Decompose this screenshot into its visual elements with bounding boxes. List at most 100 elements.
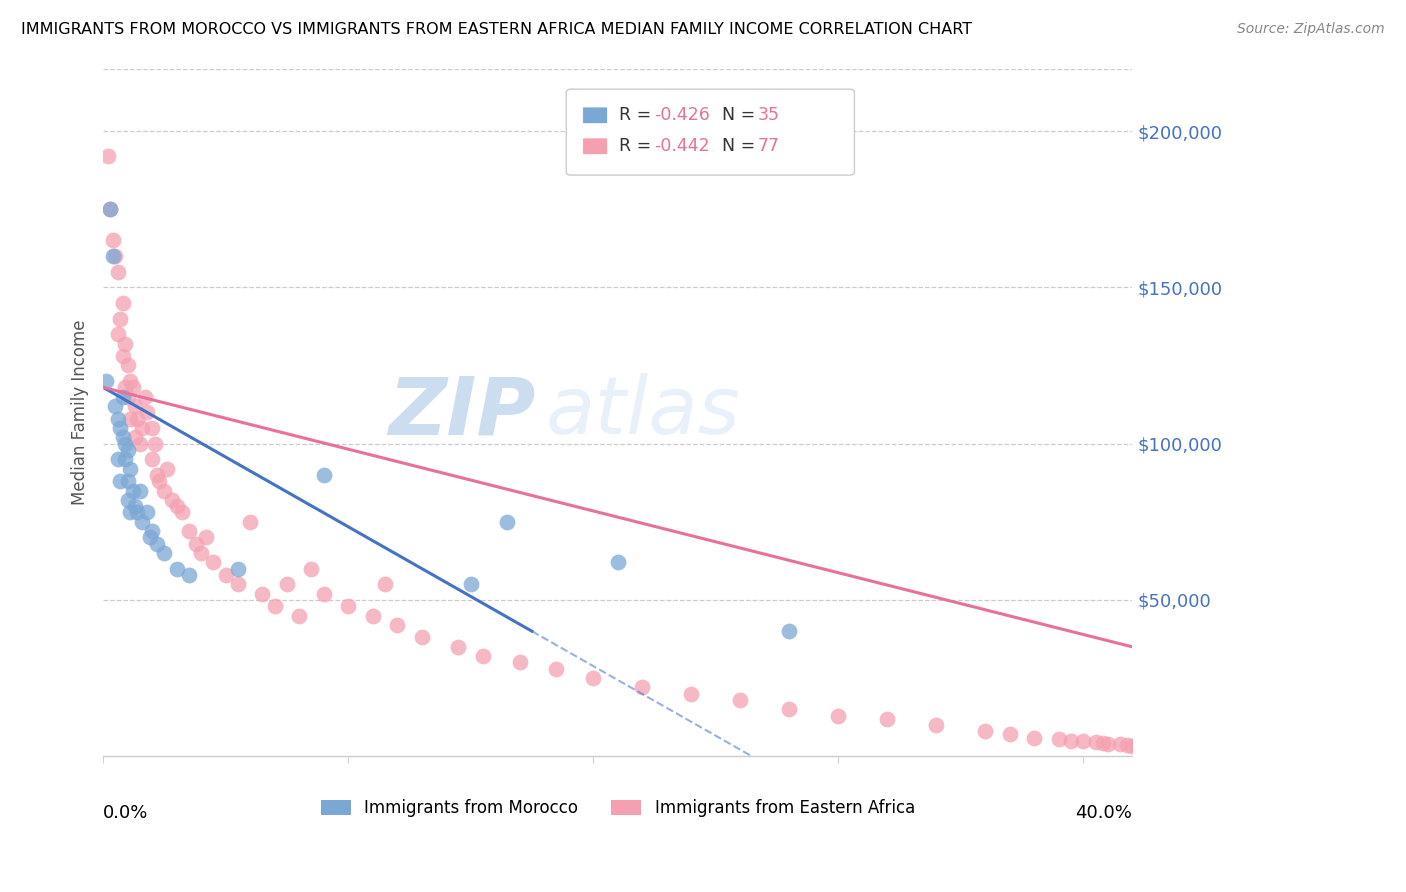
- Point: [136, 405, 159, 419]
- Point: [127, 411, 149, 425]
- Point: [94, 374, 117, 388]
- Point: [107, 265, 129, 279]
- Point: [1071, 734, 1094, 748]
- Text: 77: 77: [758, 137, 780, 155]
- Point: [104, 399, 127, 413]
- Point: [114, 436, 136, 450]
- Point: [111, 349, 134, 363]
- Point: [166, 562, 188, 576]
- Point: [100, 202, 122, 217]
- Point: [148, 474, 170, 488]
- Point: [263, 599, 285, 614]
- Point: [778, 702, 800, 716]
- Point: [177, 524, 200, 538]
- Text: Source: ZipAtlas.com: Source: ZipAtlas.com: [1237, 22, 1385, 37]
- Text: 40.0%: 40.0%: [1076, 805, 1132, 822]
- Text: IMMIGRANTS FROM MOROCCO VS IMMIGRANTS FROM EASTERN AFRICA MEDIAN FAMILY INCOME C: IMMIGRANTS FROM MOROCCO VS IMMIGRANTS FR…: [21, 22, 972, 37]
- Text: N =: N =: [711, 137, 761, 155]
- Point: [312, 467, 335, 482]
- Point: [288, 608, 311, 623]
- Point: [110, 311, 132, 326]
- Point: [111, 430, 134, 444]
- Point: [120, 505, 142, 519]
- Point: [385, 618, 408, 632]
- Point: [190, 546, 212, 560]
- Point: [134, 390, 156, 404]
- Point: [546, 662, 568, 676]
- Point: [143, 436, 166, 450]
- Legend: Immigrants from Morocco, Immigrants from Eastern Africa: Immigrants from Morocco, Immigrants from…: [314, 792, 921, 823]
- Text: 35: 35: [758, 106, 780, 124]
- Point: [1091, 736, 1114, 750]
- Point: [124, 430, 146, 444]
- Point: [166, 499, 188, 513]
- Point: [117, 474, 139, 488]
- Point: [141, 421, 163, 435]
- Point: [681, 687, 703, 701]
- Y-axis label: Median Family Income: Median Family Income: [72, 319, 89, 505]
- Point: [121, 380, 143, 394]
- Text: 0.0%: 0.0%: [103, 805, 149, 822]
- Point: [104, 249, 127, 263]
- Point: [177, 568, 200, 582]
- Point: [631, 681, 654, 695]
- Point: [120, 461, 142, 475]
- Point: [998, 727, 1021, 741]
- Point: [226, 577, 249, 591]
- Text: R =: R =: [619, 137, 657, 155]
- Point: [111, 390, 134, 404]
- Point: [101, 249, 124, 263]
- Point: [509, 656, 531, 670]
- Point: [170, 505, 193, 519]
- Point: [276, 577, 298, 591]
- Point: [111, 296, 134, 310]
- Point: [226, 562, 249, 576]
- Point: [299, 562, 322, 576]
- Point: [131, 421, 153, 435]
- Point: [1047, 732, 1070, 747]
- Point: [127, 505, 149, 519]
- Point: [100, 202, 122, 217]
- Point: [1121, 739, 1143, 753]
- Point: [97, 149, 120, 163]
- Point: [114, 380, 136, 394]
- FancyBboxPatch shape: [567, 89, 855, 175]
- Point: [110, 421, 132, 435]
- Point: [141, 452, 163, 467]
- Point: [120, 411, 142, 425]
- Point: [117, 359, 139, 373]
- Text: -0.426: -0.426: [654, 106, 710, 124]
- Point: [496, 515, 519, 529]
- Point: [361, 608, 384, 623]
- Point: [1097, 737, 1119, 751]
- Point: [1109, 738, 1132, 752]
- Point: [925, 718, 948, 732]
- Point: [239, 515, 262, 529]
- Point: [124, 399, 146, 413]
- Point: [153, 483, 176, 498]
- Point: [447, 640, 470, 654]
- Point: [131, 515, 153, 529]
- Point: [117, 492, 139, 507]
- Text: ZIP: ZIP: [388, 374, 536, 451]
- Point: [117, 442, 139, 457]
- Point: [120, 374, 142, 388]
- Point: [337, 599, 360, 614]
- Point: [1084, 735, 1107, 749]
- Point: [107, 327, 129, 342]
- Point: [141, 524, 163, 538]
- Point: [1060, 733, 1083, 747]
- Point: [1126, 739, 1149, 754]
- Point: [827, 708, 849, 723]
- Point: [606, 556, 628, 570]
- Point: [202, 556, 225, 570]
- Point: [101, 234, 124, 248]
- Point: [778, 624, 800, 639]
- Point: [728, 693, 751, 707]
- Point: [460, 577, 482, 591]
- Point: [107, 452, 129, 467]
- Point: [117, 390, 139, 404]
- Point: [186, 537, 208, 551]
- Point: [876, 712, 898, 726]
- Point: [110, 474, 132, 488]
